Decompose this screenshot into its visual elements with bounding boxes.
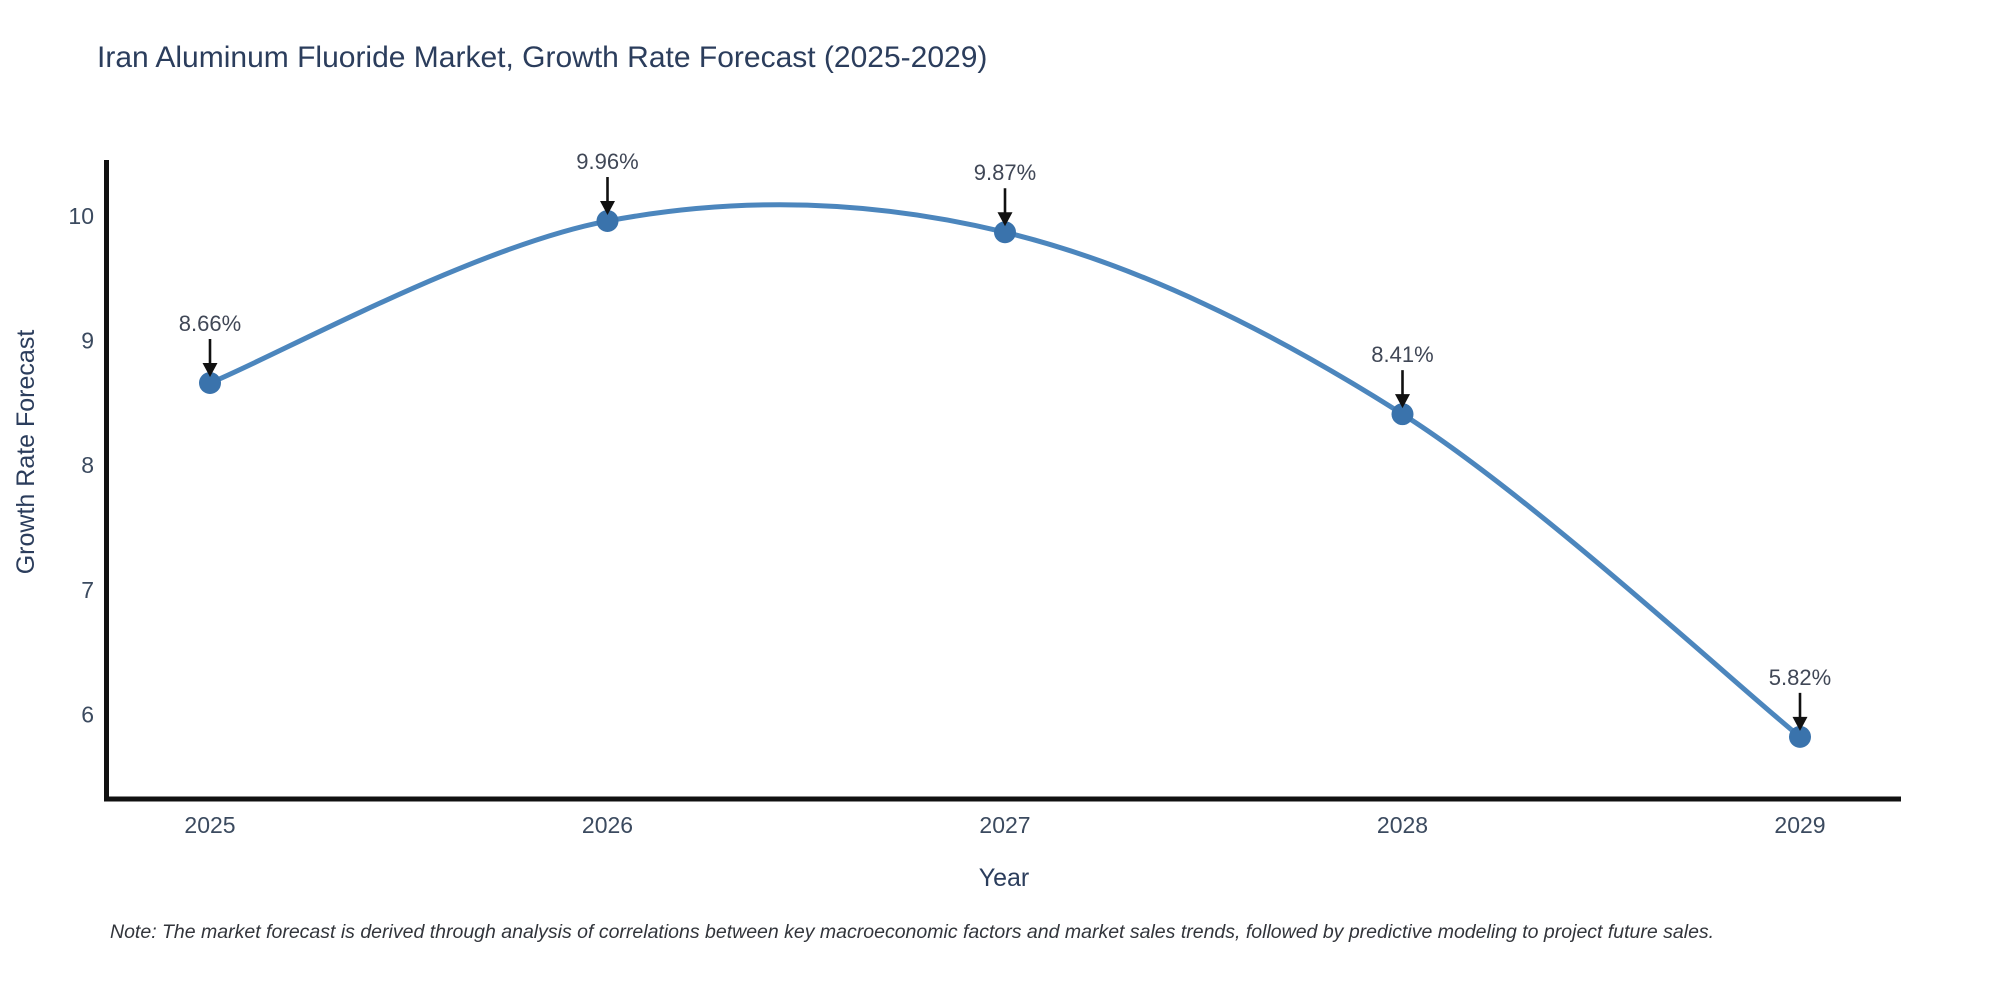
y-tick-label: 6 (81, 701, 94, 727)
data-point-marker (1391, 403, 1414, 426)
data-point-label: 9.87% (974, 160, 1036, 185)
annotation-arrowhead-icon (1792, 716, 1808, 731)
data-point-marker (1789, 725, 1811, 748)
data-point-marker (994, 221, 1016, 244)
data-point-label: 8.41% (1371, 342, 1433, 367)
y-tick-label: 8 (81, 452, 94, 478)
x-tick-label: 2026 (582, 812, 633, 838)
plot-area: 6 7 8 9 10 2025 2026 2027 2028 2029 8.66% 9.96% 9.87… (68, 149, 1831, 838)
y-tick-label: 9 (81, 328, 94, 354)
annotation-arrowhead-icon (202, 363, 218, 377)
x-tick-label: 2028 (1377, 812, 1428, 838)
annotation-arrowhead-icon (1395, 394, 1410, 409)
x-tick-label: 2027 (979, 812, 1030, 838)
axes-lines (104, 160, 1901, 802)
data-point-label: 9.96% (576, 149, 638, 174)
x-tick-label: 2025 (184, 812, 235, 838)
annotation-arrowhead-icon (997, 212, 1013, 227)
chart-note: Note: The market forecast is derived thr… (110, 921, 1714, 943)
annotation-arrowhead-icon (600, 201, 615, 216)
data-point-label: 5.82% (1769, 665, 1831, 690)
y-tick-label: 7 (81, 577, 94, 603)
data-point-label: 8.66% (179, 311, 241, 336)
x-tick-label: 2029 (1774, 812, 1825, 838)
y-axis-title: Growth Rate Forecast (12, 330, 40, 575)
chart-title: Iran Aluminum Fluoride Market, Growth Ra… (97, 41, 987, 74)
data-point-marker (199, 372, 221, 394)
data-point-marker (596, 210, 619, 233)
forecast-line (207, 202, 1803, 740)
y-tick-label: 10 (68, 203, 94, 229)
x-axis-title: Year (979, 864, 1030, 892)
